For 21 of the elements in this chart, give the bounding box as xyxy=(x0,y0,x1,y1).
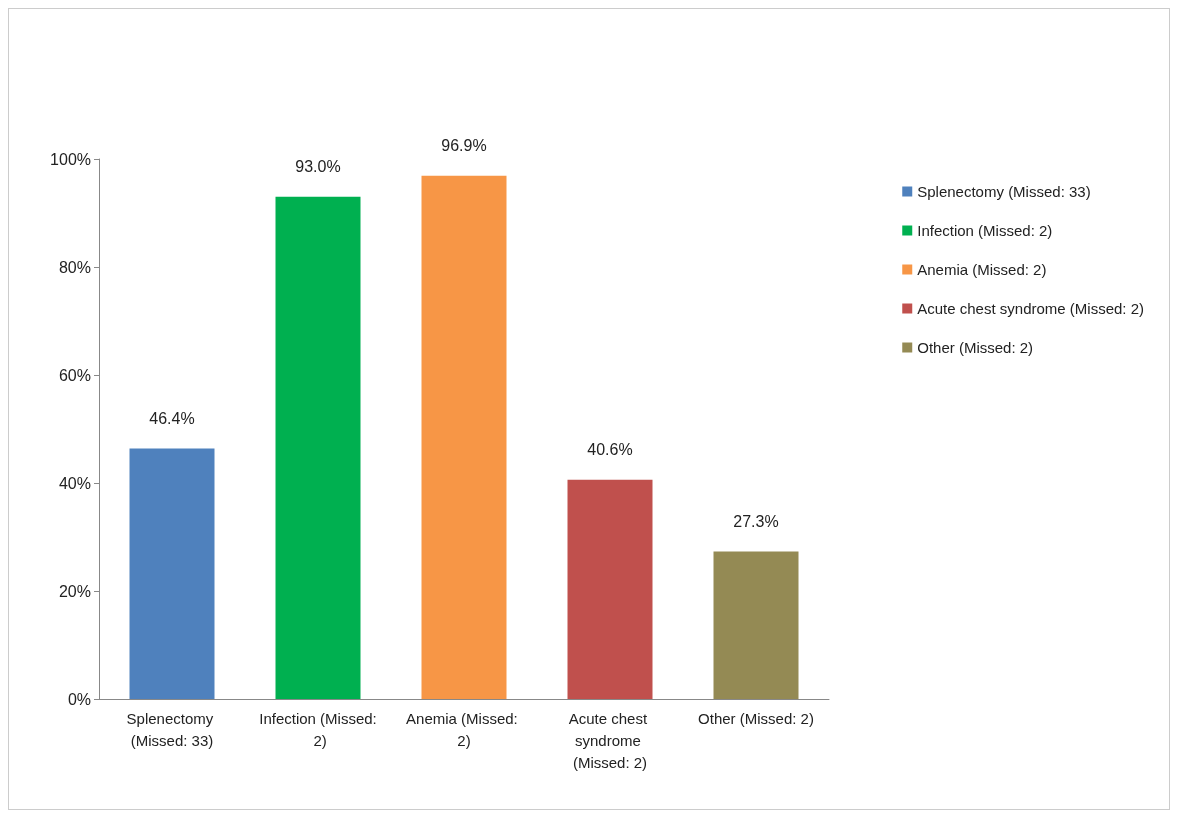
y-tick-label: 100% xyxy=(50,150,91,168)
legend-label: Other (Missed: 2) xyxy=(917,339,1034,356)
x-tick-label: Infection (Missed: 2) xyxy=(259,709,377,749)
y-tick-label: 80% xyxy=(58,258,91,276)
y-tick-label: 0% xyxy=(67,690,91,708)
x-tick-label: Acute chest syndrome (Missed: 2) xyxy=(568,709,652,771)
y-tick-label: 20% xyxy=(58,582,91,600)
legend-label: Infection (Missed: 2) xyxy=(917,222,1053,239)
legend-label: Acute chest syndrome (Missed: 2) xyxy=(917,300,1145,317)
data-label: 40.6% xyxy=(587,441,633,459)
data-label: 27.3% xyxy=(733,513,779,531)
data-label: 96.9% xyxy=(441,137,487,155)
y-tick-label: 40% xyxy=(58,474,91,492)
x-tick-label: Splenectomy (Missed: 33) xyxy=(126,709,218,749)
y-tick-label: 60% xyxy=(58,366,91,384)
x-tick-label: Other (Missed: 2) xyxy=(698,709,814,727)
legend-label: Anemia (Missed: 2) xyxy=(917,261,1047,278)
legend-label: Splenectomy (Missed: 33) xyxy=(917,183,1091,200)
data-label: 46.4% xyxy=(149,409,195,427)
data-label: 93.0% xyxy=(295,158,341,176)
x-tick-label: Anemia (Missed: 2) xyxy=(406,709,522,749)
